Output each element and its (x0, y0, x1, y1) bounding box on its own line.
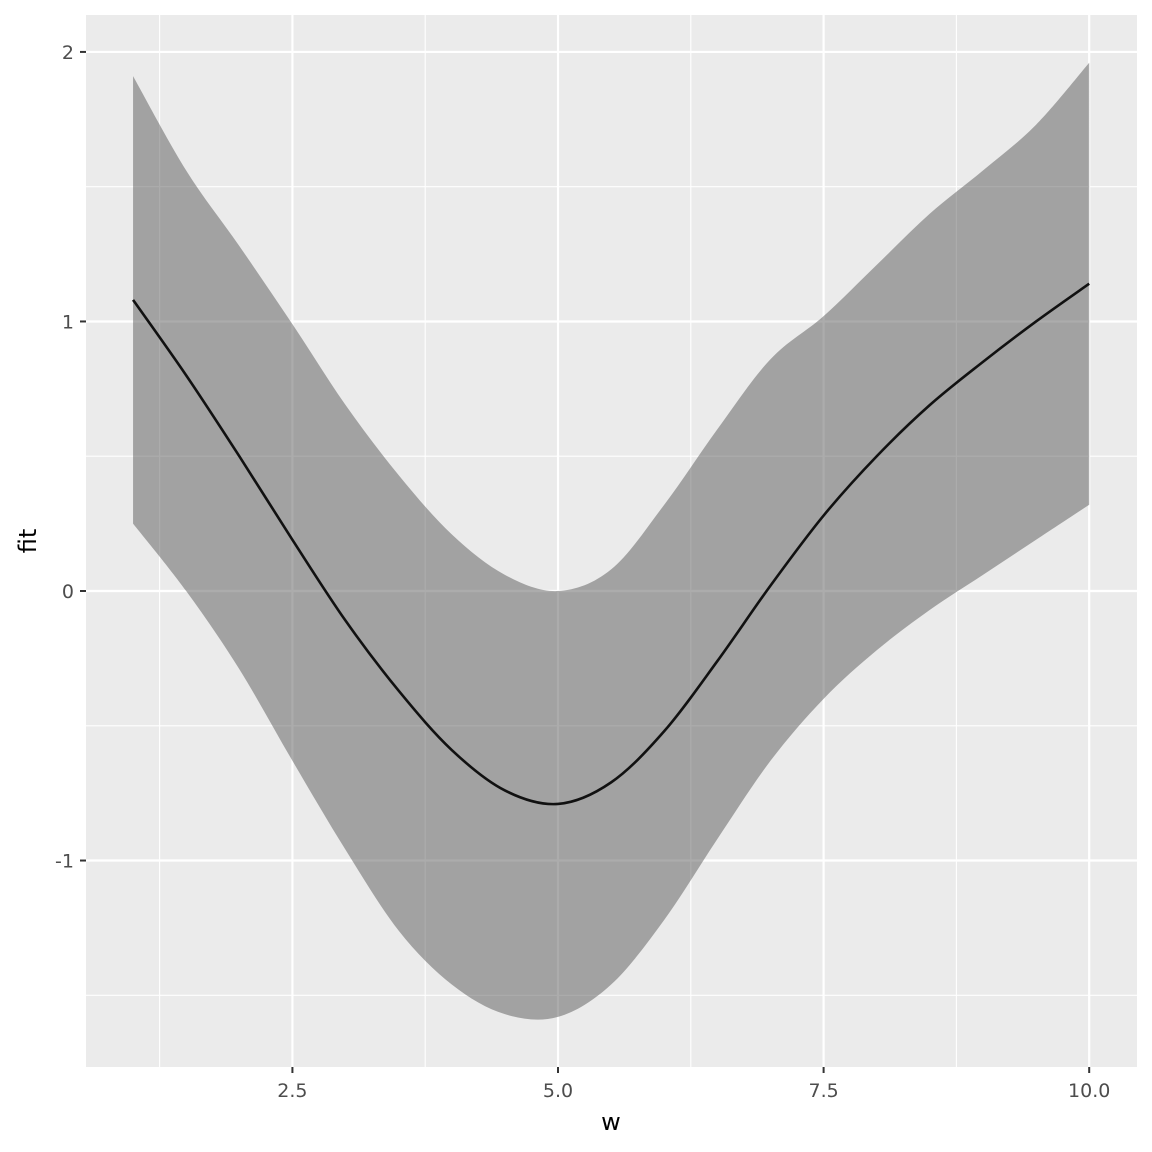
x-tick-label: 5.0 (543, 1080, 573, 1102)
confidence-ribbon (133, 62, 1090, 1020)
x-tick-label: 10.0 (1068, 1080, 1110, 1102)
x-axis-title: w (601, 1108, 621, 1136)
y-tick-label: 2 (62, 42, 74, 64)
x-tick-label: 7.5 (808, 1080, 838, 1102)
y-tick-label: 0 (62, 581, 74, 603)
fit-line (131, 282, 1090, 806)
x-tick-label: 2.5 (277, 1080, 307, 1102)
axes: 2.5 5.0 7.5 10.0 -1 0 1 2 (55, 42, 1110, 1102)
y-axis-title: fit (14, 529, 42, 554)
y-tick-label: -1 (55, 851, 74, 873)
marks (131, 62, 1090, 1020)
y-tick-label: 1 (62, 311, 74, 333)
